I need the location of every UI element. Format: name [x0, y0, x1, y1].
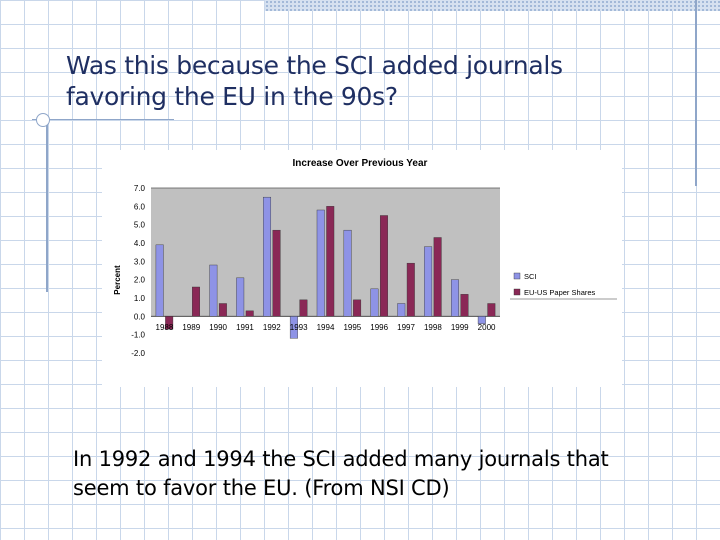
y-tick-label: 1.0 — [134, 294, 146, 303]
slide-body: In 1992 and 1994 the SCI added many jour… — [73, 445, 693, 503]
right-decoration-line — [695, 0, 697, 186]
bar-eu-us-1991 — [245, 310, 254, 317]
x-tick-label: 1999 — [451, 323, 469, 332]
bar-eu-us-1999 — [460, 294, 469, 317]
chart-title: Increase Over Previous Year — [293, 158, 428, 169]
bar-sci-1994 — [316, 209, 325, 317]
bar-sci-1988 — [155, 244, 164, 317]
bar-eu-us-1995 — [353, 299, 362, 317]
x-tick-label: 1990 — [209, 323, 227, 332]
chart-container: Increase Over Previous Year 7.0 6.0 5.0 4.0 3… — [102, 150, 622, 387]
bar-eu-us-1993 — [299, 299, 308, 317]
y-tick-label: 6.0 — [134, 202, 146, 211]
bar-eu-us-1990 — [218, 303, 227, 317]
bar-sci-1990 — [209, 264, 218, 317]
bar-eu-us-1988 — [165, 316, 174, 330]
legend-swatch-eu-us — [513, 288, 521, 296]
bar-eu-us-1992 — [272, 229, 281, 317]
bar-chart: Increase Over Previous Year 7.0 6.0 5.0 4.0 3… — [113, 158, 617, 358]
bar-sci-1999 — [451, 279, 459, 317]
y-tick-label: 5.0 — [134, 221, 146, 230]
bar-eu-us-1997 — [406, 262, 415, 317]
bar-eu-us-1996 — [379, 215, 388, 317]
bar-eu-us-1994 — [326, 206, 335, 317]
bar-sci-1996 — [370, 288, 379, 317]
x-tick-label: 1998 — [424, 323, 442, 332]
title-underline — [32, 119, 174, 120]
x-tick-label: 1991 — [236, 323, 254, 332]
y-tick-label: 7.0 — [134, 184, 146, 193]
plot-area — [151, 188, 500, 317]
x-tick-label: 1992 — [263, 323, 281, 332]
legend-label-eu-us: EU-US Paper Shares — [524, 288, 596, 297]
slide-title-line-2: favoring the EU in the 90s? — [66, 82, 398, 111]
decoration-circle — [36, 113, 50, 127]
legend-swatch-sci — [513, 272, 521, 280]
y-tick-label: -1.0 — [131, 331, 145, 340]
x-tick-label: 1996 — [370, 323, 388, 332]
bar-eu-us-1998 — [433, 237, 442, 317]
bar-sci-1997 — [397, 303, 406, 317]
bar-sci-1995 — [343, 229, 352, 317]
bar-sci-1993 — [289, 316, 298, 339]
y-tick-label: -2.0 — [131, 349, 145, 358]
y-axis-label: Percent — [113, 265, 122, 295]
slide-body-line-2: seem to favor the EU. (From NSI CD) — [73, 476, 450, 500]
slide-title-line-1: Was this because the SCI added journals — [66, 51, 563, 80]
y-tick-label: 4.0 — [134, 239, 146, 248]
x-tick-label: 1989 — [182, 323, 200, 332]
y-tick-label: 3.0 — [134, 257, 146, 266]
bar-eu-us-1989 — [192, 286, 200, 317]
y-tick-label: 0.0 — [134, 312, 146, 321]
bar-sci-1991 — [236, 277, 245, 317]
x-tick-label: 1993 — [290, 323, 308, 332]
slide-title: Was this because the SCI added journals … — [66, 50, 626, 112]
y-tick-label: 2.0 — [134, 276, 146, 285]
bar-sci-1992 — [263, 196, 272, 317]
slide-body-line-1: In 1992 and 1994 the SCI added many jour… — [73, 447, 609, 471]
bar-sci-2000 — [477, 316, 486, 324]
x-tick-label: 2000 — [478, 323, 496, 332]
header-decoration-bar — [265, 0, 720, 11]
bar-eu-us-2000 — [487, 303, 496, 317]
x-tick-label: 1988 — [156, 323, 174, 332]
left-decoration-line — [46, 120, 48, 292]
x-tick-label: 1995 — [343, 323, 361, 332]
x-tick-label: 1994 — [317, 323, 335, 332]
bar-sci-1998 — [424, 246, 433, 317]
legend-label-sci: SCI — [524, 272, 537, 281]
x-tick-label: 1997 — [397, 323, 415, 332]
